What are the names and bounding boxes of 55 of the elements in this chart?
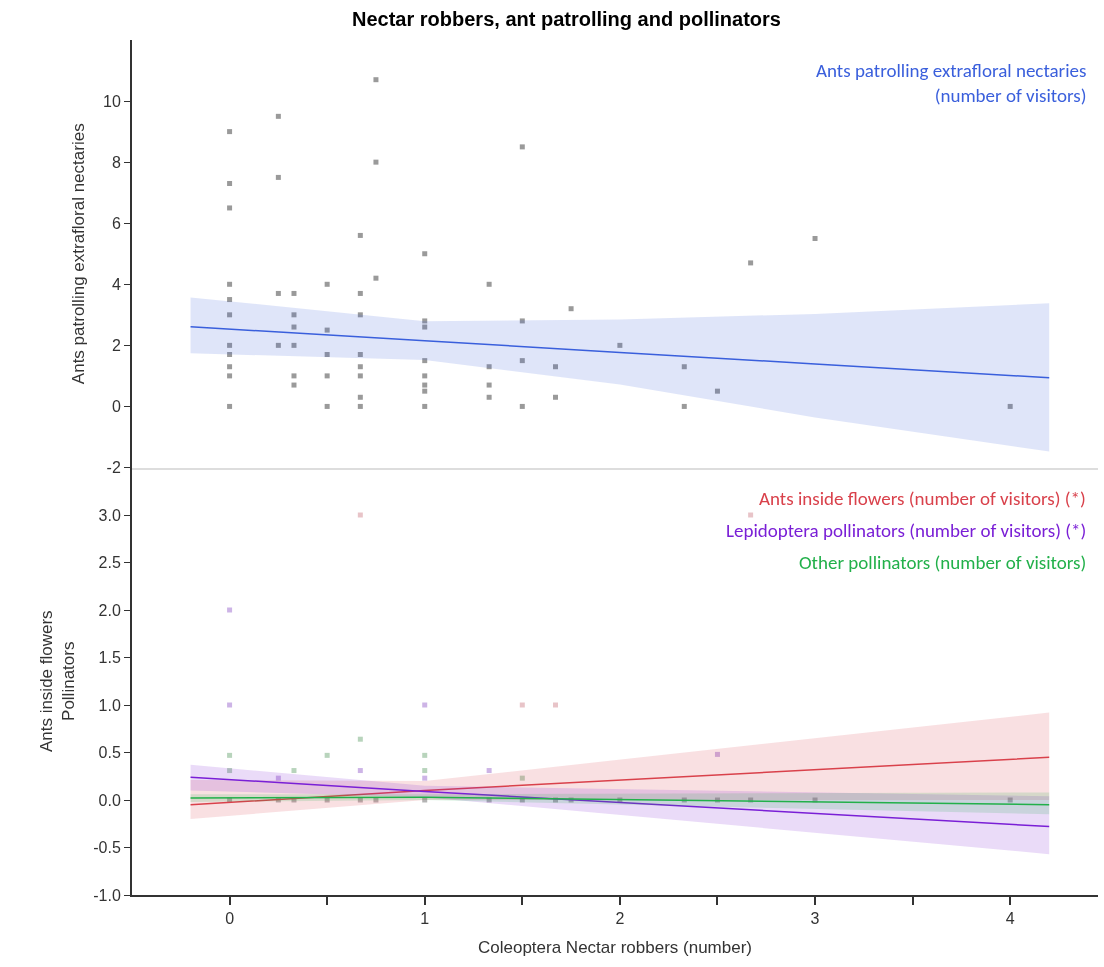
x-tick-label: 4 bbox=[1005, 910, 1015, 928]
y-tick-label: 1.5 bbox=[98, 649, 121, 667]
y-tick-label: 0.5 bbox=[98, 744, 121, 762]
point bbox=[324, 797, 330, 803]
y-tick-label: 3.0 bbox=[98, 506, 121, 524]
y-tick-label: 10 bbox=[103, 92, 121, 110]
point bbox=[422, 768, 428, 774]
x-tick-label: 3 bbox=[810, 910, 820, 928]
point bbox=[519, 702, 525, 708]
point bbox=[227, 702, 233, 708]
y-tick-label: 2.0 bbox=[98, 601, 121, 619]
text: Ants inside flowers (number of visitors) (*) bbox=[759, 487, 1086, 510]
point bbox=[486, 768, 492, 774]
y-axis-title: Ants inside flowers Pollinators bbox=[37, 610, 79, 753]
y-tick-label: 2.5 bbox=[98, 554, 121, 572]
point bbox=[422, 752, 428, 758]
y-tick-label: -0.5 bbox=[93, 839, 121, 857]
x-tick-label: 1 bbox=[420, 910, 430, 928]
point bbox=[422, 702, 428, 708]
text: Lepidoptera pollinators (number of visitors) (*) bbox=[726, 519, 1087, 542]
line-series bbox=[189, 325, 1050, 379]
point bbox=[275, 775, 281, 781]
point bbox=[357, 736, 363, 742]
point bbox=[227, 607, 233, 613]
chart-title: Nectar robbers, ant patrolling and pollinators bbox=[352, 8, 781, 30]
y-tick-label: 1.0 bbox=[98, 696, 121, 714]
point bbox=[357, 768, 363, 774]
point bbox=[552, 702, 558, 708]
point bbox=[357, 512, 363, 518]
point bbox=[227, 752, 233, 758]
y-tick-label: 6 bbox=[111, 214, 121, 232]
y-tick-label: -1.0 bbox=[93, 886, 121, 904]
x-tick-label: 0 bbox=[225, 910, 235, 928]
y-tick-label: 8 bbox=[111, 153, 121, 171]
y-tick-label: 0 bbox=[111, 398, 121, 416]
point bbox=[1007, 797, 1013, 803]
text: Ants patrolling extrafloral nectaries (number of visitors) bbox=[816, 59, 1087, 107]
point bbox=[324, 752, 330, 758]
y-tick-label: 4 bbox=[111, 275, 121, 293]
text: Other pollinators (number of visitors) bbox=[799, 551, 1087, 574]
y-tick-label: -2 bbox=[106, 459, 121, 477]
point bbox=[227, 768, 233, 774]
point bbox=[291, 768, 297, 774]
point bbox=[422, 797, 428, 803]
x-axis-title: Coleoptera Nectar robbers (number) bbox=[477, 938, 753, 958]
x-tick-label: 2 bbox=[615, 910, 625, 928]
point bbox=[519, 775, 525, 781]
point bbox=[373, 797, 379, 803]
y-axis-title: Ants patrolling extrafloral nectaries bbox=[69, 123, 89, 385]
point bbox=[357, 797, 363, 803]
y-tick-label: 2 bbox=[111, 336, 121, 354]
point bbox=[422, 775, 428, 781]
y-tick-label: 0.0 bbox=[98, 791, 121, 809]
point bbox=[714, 751, 720, 757]
point bbox=[748, 512, 754, 518]
